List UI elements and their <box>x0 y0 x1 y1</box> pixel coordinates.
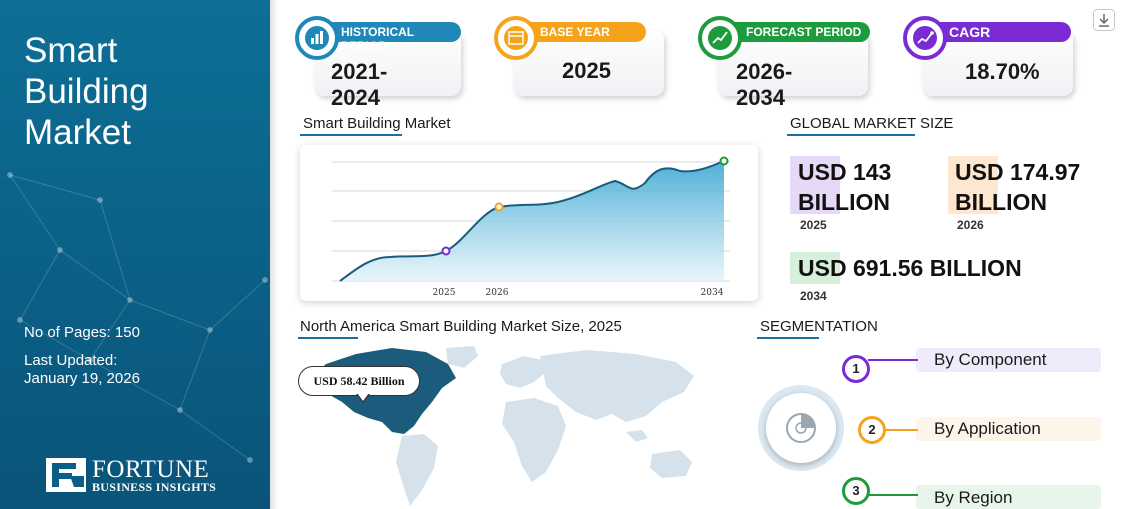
gms-value-line: USD 174.97 <box>955 159 1081 185</box>
segment-number: 3 <box>842 477 870 505</box>
stat-value: 2025 <box>562 58 611 83</box>
logo-name: FORTUNE <box>92 456 210 483</box>
stat-label: HISTORICAL PERIOD <box>321 22 461 53</box>
segmentation-hub <box>758 385 844 471</box>
last-updated-date: January 19, 2026 <box>24 370 140 387</box>
gms-value-line: BILLION <box>955 189 1047 215</box>
market-area-chart: 2025 2026 2034 <box>332 156 730 298</box>
segment-component-label[interactable]: By Component <box>934 350 1047 369</box>
title-line: Smart <box>24 31 118 70</box>
gms-value-line: USD 143 <box>798 159 892 185</box>
segment-number: 1 <box>842 355 870 383</box>
global-market-underline <box>787 134 915 136</box>
stat-label: CAGR <box>929 22 1071 42</box>
last-updated-label: Last Updated: <box>24 352 118 369</box>
segment-component-bg <box>916 348 1101 372</box>
download-icon <box>1099 14 1109 27</box>
growth-chart-icon <box>913 26 937 50</box>
chart-heading: Smart Building Market <box>303 115 451 132</box>
bar-chart-icon <box>305 26 329 50</box>
fortune-logo[interactable]: FORTUNE BUSINESS INSIGHTS <box>46 456 226 496</box>
stat-label: FORECAST PERIOD <box>724 22 870 42</box>
stat-ring <box>903 16 947 60</box>
market-chart: 2025 2026 2034 <box>300 145 758 301</box>
sidebar-shadow <box>270 0 278 509</box>
chart-point-2026 <box>494 202 504 212</box>
calendar-icon <box>504 26 528 50</box>
chart-xtick-label: 2026 <box>486 288 509 298</box>
gms-bar-2034 <box>790 252 840 284</box>
gms-value-2025: USD 143 BILLION <box>798 157 891 217</box>
segment-connector <box>886 429 918 431</box>
stat-value: 18.70% <box>965 59 1040 84</box>
chart-line <box>339 160 725 282</box>
north-america-callout: USD 58.42 Billion <box>298 366 420 396</box>
segment-region-label[interactable]: By Region <box>934 488 1013 507</box>
segment-application-label[interactable]: By Application <box>934 419 1041 438</box>
title-line: Building <box>24 72 149 111</box>
stat-ring <box>698 16 742 60</box>
gms-value-2034: USD 691.56 BILLION <box>798 255 1022 281</box>
segment-connector <box>868 494 918 496</box>
chart-xtick-label: 2025 <box>433 288 456 298</box>
gms-value-2026: USD 174.97 BILLION <box>955 157 1080 217</box>
segmentation-underline <box>757 337 819 339</box>
chart-heading-underline <box>300 134 402 136</box>
page-count: No of Pages: 150 <box>24 324 140 341</box>
segment-connector <box>868 359 918 361</box>
gms-bar-2025 <box>790 156 840 214</box>
logo-subtitle: BUSINESS INSIGHTS <box>92 480 217 494</box>
segmentation-heading: SEGMENTATION <box>760 318 878 335</box>
chart-xtick-label: 2034 <box>701 288 724 298</box>
gms-bar-2026 <box>948 156 998 214</box>
segment-number: 2 <box>858 416 886 444</box>
gms-year-2034: 2034 <box>800 289 827 303</box>
stat-value: 2026-2034 <box>736 59 793 110</box>
gms-year-2026: 2026 <box>957 218 984 232</box>
stat-value: 2021-2024 <box>331 59 388 110</box>
chart-point-2025 <box>441 246 451 256</box>
map-heading-underline <box>298 337 358 339</box>
logo-mark-icon <box>46 458 86 492</box>
download-button[interactable] <box>1093 9 1115 31</box>
callout-tail-inner <box>357 393 369 401</box>
chart-area <box>340 161 724 281</box>
global-market-heading: GLOBAL MARKET SIZE <box>790 115 954 132</box>
stat-ring <box>295 16 339 60</box>
gms-value-line: BILLION <box>798 189 890 215</box>
gms-year-2025: 2025 <box>800 218 827 232</box>
chart-point-2034 <box>719 156 729 166</box>
segment-application-bg <box>916 417 1101 441</box>
stat-label: BASE YEAR <box>520 22 646 42</box>
segment-region-bg <box>916 485 1101 509</box>
segmentation-hub-inner <box>766 393 836 463</box>
network-pattern-icon <box>7 172 268 463</box>
report-title: Smart Building Market <box>24 30 149 153</box>
title-line: Market <box>24 113 131 152</box>
stat-ring <box>494 16 538 60</box>
map-heading: North America Smart Building Market Size… <box>300 318 622 335</box>
segment-pie-icon <box>786 413 816 443</box>
sidebar: Smart Building Market No of Pages: 150 L… <box>0 0 270 509</box>
trend-chart-icon <box>708 26 732 50</box>
